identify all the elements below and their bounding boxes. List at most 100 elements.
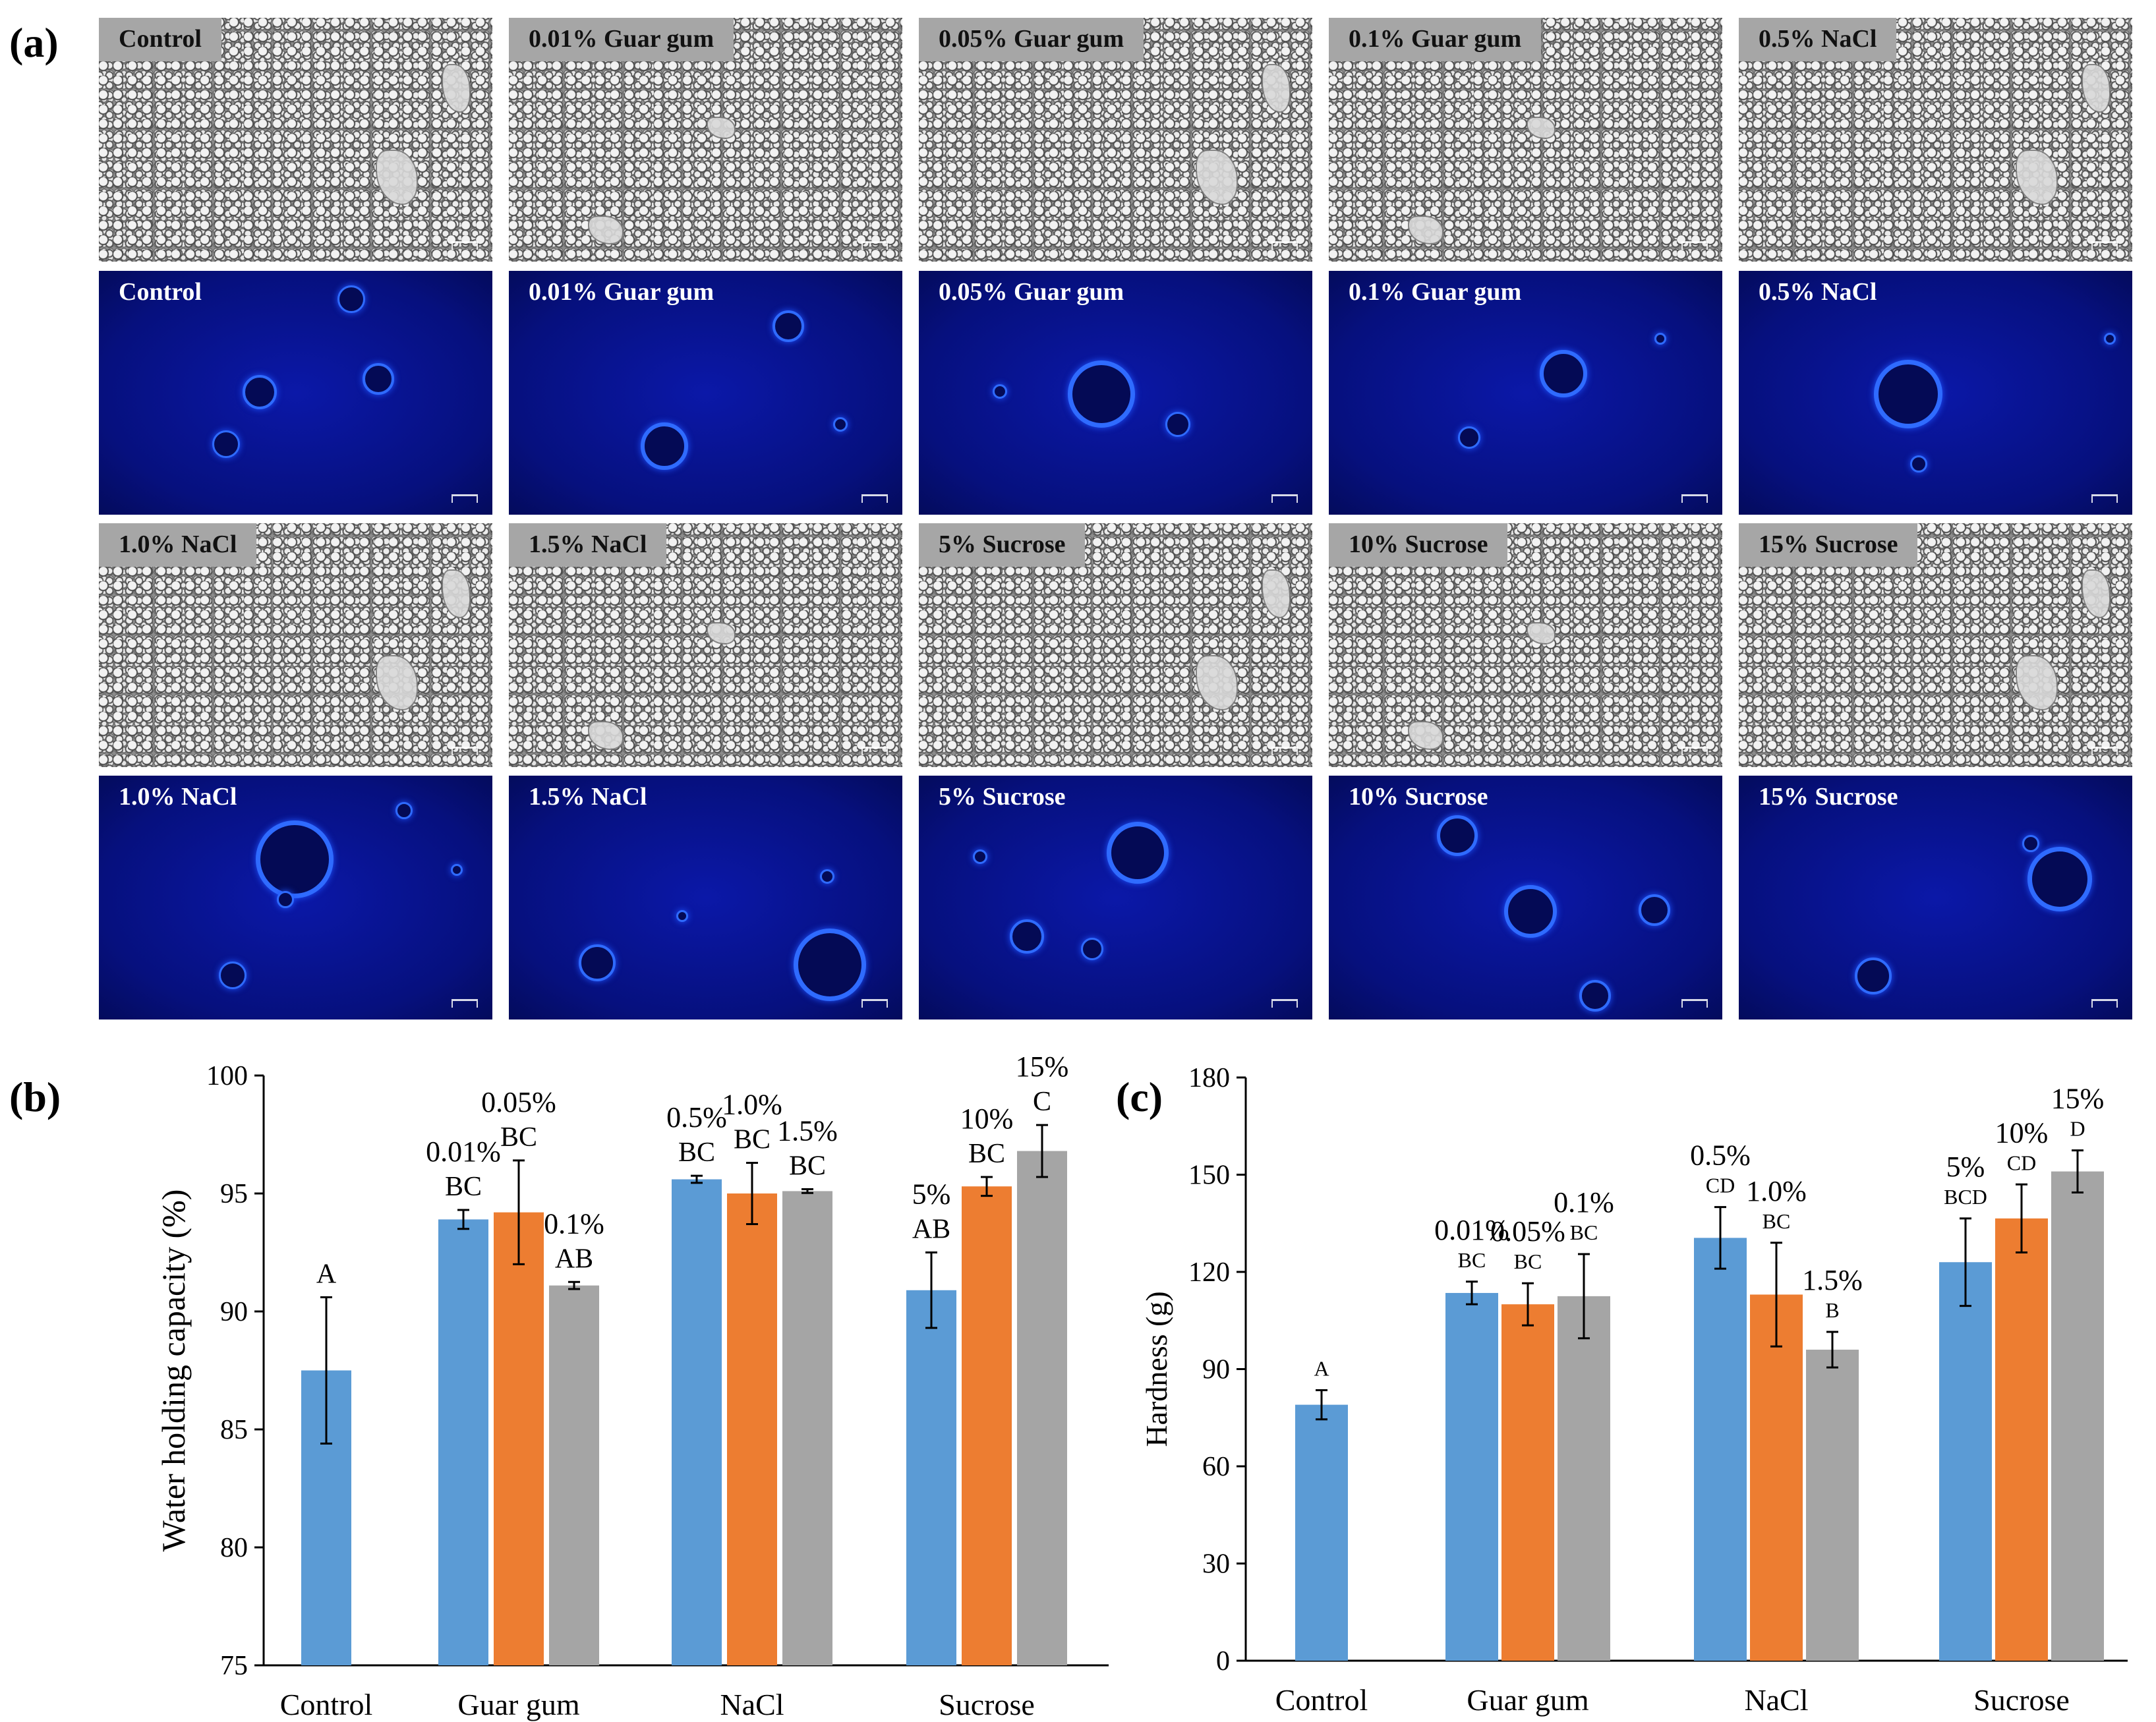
- fluorescent-droplet: [1081, 938, 1103, 960]
- significance-letter: D: [2070, 1117, 2085, 1141]
- fluorescent-droplet: [2027, 847, 2092, 911]
- concentration-label: 5%: [912, 1178, 951, 1211]
- concentration-label: 10%: [960, 1103, 1014, 1135]
- significance-letter: A: [1314, 1356, 1329, 1380]
- oil-flake-shape: [707, 622, 736, 645]
- micrograph-grid: Control 0.01% Guar gum 0.05% Guar gum 0.1% …: [99, 18, 2132, 1026]
- fluorescent-droplet: [676, 910, 688, 922]
- bar: [1694, 1238, 1747, 1661]
- micrograph-label: 5% Sucrose: [939, 783, 1066, 811]
- fluorescent-droplet: [1540, 350, 1587, 397]
- scale-bar: [452, 241, 478, 250]
- x-category-label: Control: [280, 1688, 373, 1721]
- significance-letter: CD: [1706, 1174, 1735, 1197]
- concentration-label: 5%: [1946, 1151, 1985, 1183]
- brightfield-micrograph: 10% Sucrose: [1329, 523, 1722, 767]
- concentration-label: 0.01%: [426, 1135, 501, 1168]
- concentration-label: 15%: [2051, 1083, 2105, 1115]
- x-category-label: NaCl: [720, 1688, 784, 1721]
- panel-c-letter: (c): [1116, 1074, 1163, 1120]
- fluorescent-droplet: [833, 417, 848, 432]
- x-category-label: Guar gum: [1467, 1683, 1588, 1717]
- oil-flake-shape: [1527, 117, 1556, 139]
- fluorescent-droplet: [1654, 333, 1666, 345]
- concentration-label: 1.0%: [1746, 1175, 1807, 1207]
- oil-flake-shape: [1408, 215, 1443, 244]
- oil-flake-shape: [1527, 622, 1556, 645]
- fluorescent-droplet: [1639, 894, 1670, 926]
- micrograph-label: 10% Sucrose: [1349, 783, 1488, 811]
- scale-bar: [861, 494, 888, 503]
- fluorescence-micrograph: 15% Sucrose: [1739, 776, 2132, 1019]
- concentration-label: 0.5%: [666, 1101, 727, 1134]
- micrograph-label: 0.1% Guar gum: [1349, 278, 1522, 306]
- bar: [438, 1219, 488, 1665]
- bar: [782, 1191, 832, 1665]
- concentration-label: 1.5%: [1802, 1264, 1863, 1296]
- fluorescent-droplet: [1504, 885, 1557, 938]
- scale-bar: [2091, 999, 2118, 1008]
- concentration-label: 0.05%: [1490, 1215, 1565, 1248]
- oil-flake-shape: [376, 655, 418, 710]
- brightfield-micrograph: Control: [99, 18, 492, 262]
- fluorescent-droplet: [820, 869, 834, 884]
- concentration-label: 0.05%: [481, 1086, 556, 1118]
- y-tick-label: 95: [220, 1179, 248, 1209]
- scale-bar: [1681, 494, 1708, 503]
- y-tick-label: 180: [1188, 1063, 1230, 1093]
- fluorescent-droplet: [973, 849, 987, 864]
- water-holding-capacity-chart: 75 80 85 90 95 100 Water holding capacity (%) C…: [155, 1050, 1109, 1721]
- micrograph-label: 0.01% Guar gum: [509, 18, 734, 61]
- bar: [906, 1290, 956, 1665]
- y-tick-label: 80: [220, 1533, 248, 1563]
- concentration-label: 0.1%: [1554, 1186, 1614, 1219]
- y-tick-label: 60: [1202, 1452, 1230, 1482]
- y-tick-label: 0: [1216, 1646, 1230, 1677]
- micrograph-label: 10% Sucrose: [1329, 523, 1508, 567]
- brightfield-micrograph: 5% Sucrose: [919, 523, 1312, 767]
- micrograph-label: 0.5% NaCl: [1759, 278, 1877, 306]
- y-axis-title: Hardness (g): [1140, 1291, 1173, 1447]
- significance-letter: BC: [1458, 1248, 1486, 1272]
- concentration-label: 10%: [1995, 1116, 2049, 1149]
- scale-bar: [861, 999, 888, 1008]
- fluorescence-micrograph: 1.0% NaCl: [99, 776, 492, 1019]
- significance-letter: C: [1033, 1087, 1051, 1117]
- significance-letter: BC: [445, 1172, 482, 1202]
- significance-letter: BCD: [1944, 1185, 1987, 1209]
- micrograph-label: 0.05% Guar gum: [939, 278, 1124, 306]
- significance-letter: BC: [500, 1122, 537, 1153]
- bar: [549, 1285, 599, 1665]
- y-tick-label: 30: [1202, 1549, 1230, 1580]
- fluorescence-micrograph: 0.01% Guar gum: [509, 271, 902, 515]
- oil-flake-shape: [1262, 64, 1291, 113]
- fluorescent-droplet: [395, 802, 413, 819]
- oil-flake-shape: [2082, 569, 2111, 618]
- bar: [727, 1193, 777, 1665]
- micrograph-label: Control: [99, 18, 221, 61]
- x-category-label: Sucrose: [1973, 1683, 2070, 1717]
- brightfield-micrograph: 0.5% NaCl: [1739, 18, 2132, 262]
- scale-bar: [1271, 747, 1298, 755]
- scale-bar: [2091, 494, 2118, 503]
- fluorescence-micrograph: 10% Sucrose: [1329, 776, 1722, 1019]
- y-axis-title: Water holding capacity (%): [155, 1190, 192, 1552]
- bar: [2051, 1171, 2104, 1661]
- scale-bar: [1681, 241, 1708, 250]
- fluorescent-droplet: [451, 864, 463, 876]
- fluorescent-droplet: [794, 929, 866, 1001]
- concentration-label: 0.1%: [544, 1207, 604, 1240]
- oil-flake-shape: [376, 150, 418, 205]
- oil-flake-shape: [442, 569, 471, 618]
- fluorescent-droplet: [277, 891, 294, 908]
- scale-bar: [2091, 241, 2118, 250]
- y-tick-label: 90: [1202, 1355, 1230, 1385]
- bar: [1995, 1218, 2048, 1661]
- oil-flake-shape: [588, 721, 624, 750]
- significance-letter: BC: [1763, 1209, 1791, 1233]
- bar: [1806, 1350, 1859, 1661]
- fluorescent-droplet: [1107, 822, 1169, 884]
- fluorescent-droplet: [212, 430, 240, 458]
- fluorescent-droplet: [1010, 919, 1044, 954]
- fluorescent-droplet: [2104, 333, 2116, 345]
